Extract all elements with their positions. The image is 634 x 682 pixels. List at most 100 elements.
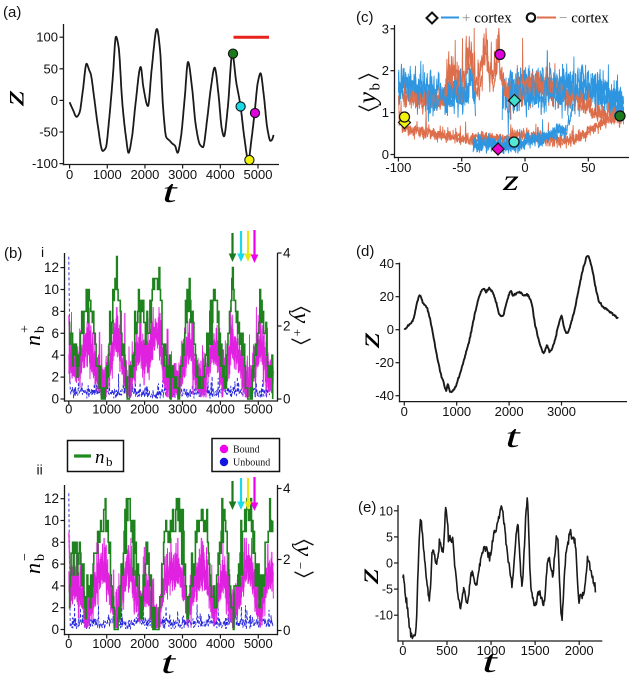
svg-text:-5: -5 xyxy=(382,583,393,597)
svg-text:z: z xyxy=(351,568,385,585)
svg-text:1000: 1000 xyxy=(442,404,471,419)
svg-text:(c): (c) xyxy=(356,9,374,26)
svg-text:4: 4 xyxy=(283,481,291,496)
svg-text:5: 5 xyxy=(386,530,393,544)
svg-text:4: 4 xyxy=(51,578,59,593)
svg-text:3000: 3000 xyxy=(547,404,576,419)
svg-text:3000: 3000 xyxy=(168,402,197,417)
svg-text:2: 2 xyxy=(51,600,59,615)
svg-text:2000: 2000 xyxy=(130,636,159,651)
svg-text:t: t xyxy=(505,419,521,454)
svg-text:3: 3 xyxy=(382,21,389,36)
svg-text:2000: 2000 xyxy=(565,643,594,658)
svg-text:n: n xyxy=(20,563,45,574)
svg-text:Bound: Bound xyxy=(233,445,260,456)
svg-text:0: 0 xyxy=(66,167,73,182)
svg-text:y: y xyxy=(288,311,314,324)
svg-text:z: z xyxy=(502,163,519,197)
svg-text:0: 0 xyxy=(399,643,406,658)
svg-text:ii: ii xyxy=(37,462,43,478)
svg-text:6: 6 xyxy=(51,326,59,341)
svg-text:10: 10 xyxy=(379,504,393,518)
svg-text:12: 12 xyxy=(44,491,59,506)
svg-text:5000: 5000 xyxy=(244,167,273,182)
svg-text:t: t xyxy=(161,645,177,677)
svg-text:12: 12 xyxy=(44,260,59,275)
svg-text:5000: 5000 xyxy=(244,402,273,417)
svg-text:-100: -100 xyxy=(32,156,58,171)
svg-text:-100: -100 xyxy=(385,160,411,175)
svg-text:1000: 1000 xyxy=(92,402,121,417)
svg-text:1500: 1500 xyxy=(521,643,550,658)
svg-text:t: t xyxy=(482,644,498,677)
svg-text:0: 0 xyxy=(382,147,389,162)
svg-text:−: − xyxy=(293,562,308,569)
svg-text:− cortex: − cortex xyxy=(559,11,609,27)
svg-text:(d): (d) xyxy=(356,243,374,260)
svg-text:500: 500 xyxy=(436,643,458,658)
svg-text:2: 2 xyxy=(51,370,59,385)
svg-text:0: 0 xyxy=(65,402,72,417)
svg-text:−: − xyxy=(18,553,33,561)
svg-text:2: 2 xyxy=(382,63,389,78)
svg-text:2000: 2000 xyxy=(495,404,524,419)
svg-text:1000: 1000 xyxy=(93,167,122,182)
svg-text:40: 40 xyxy=(380,256,394,271)
svg-text:+ cortex: + cortex xyxy=(462,11,512,27)
svg-text:n: n xyxy=(95,447,105,468)
svg-text:10: 10 xyxy=(44,513,59,528)
svg-text:0: 0 xyxy=(283,392,291,407)
svg-text:z: z xyxy=(352,332,386,349)
svg-text:1000: 1000 xyxy=(92,636,121,651)
svg-text:-40: -40 xyxy=(375,388,394,403)
svg-text:3000: 3000 xyxy=(168,636,197,651)
svg-text:b: b xyxy=(33,326,48,333)
svg-text:-20: -20 xyxy=(375,355,394,370)
svg-text:4: 4 xyxy=(51,348,59,363)
svg-text:4: 4 xyxy=(283,246,291,261)
svg-text:0: 0 xyxy=(51,622,59,637)
svg-text:y: y xyxy=(353,92,382,107)
svg-text:6: 6 xyxy=(51,557,59,572)
svg-text:0: 0 xyxy=(387,322,394,337)
svg-text:5000: 5000 xyxy=(244,636,273,651)
svg-text:100: 100 xyxy=(36,30,58,45)
svg-text:i: i xyxy=(41,244,44,260)
svg-text:n: n xyxy=(20,335,45,346)
svg-text:1000: 1000 xyxy=(477,643,506,658)
svg-text:0: 0 xyxy=(283,623,291,638)
svg-text:0: 0 xyxy=(521,160,528,175)
svg-text:(e): (e) xyxy=(358,499,376,516)
svg-text:4000: 4000 xyxy=(206,402,235,417)
svg-text:4000: 4000 xyxy=(206,636,235,651)
svg-text:(a): (a) xyxy=(3,4,21,21)
svg-text:4000: 4000 xyxy=(206,167,235,182)
svg-text:2000: 2000 xyxy=(130,167,159,182)
svg-text:2: 2 xyxy=(283,319,291,334)
svg-text:8: 8 xyxy=(51,304,59,319)
svg-text:b: b xyxy=(33,554,48,561)
svg-text:+: + xyxy=(290,329,305,336)
svg-text:3000: 3000 xyxy=(168,167,197,182)
svg-text:50: 50 xyxy=(581,160,595,175)
svg-text:1: 1 xyxy=(382,105,389,120)
svg-text:0: 0 xyxy=(51,392,59,407)
svg-text:8: 8 xyxy=(51,535,59,550)
svg-text:20: 20 xyxy=(380,289,394,304)
svg-text:0: 0 xyxy=(386,557,393,571)
svg-text:0: 0 xyxy=(65,636,72,651)
svg-text:b: b xyxy=(106,454,113,469)
svg-text:b: b xyxy=(368,83,384,91)
svg-text:10: 10 xyxy=(44,282,59,297)
svg-text:+: + xyxy=(18,325,33,333)
svg-text:0: 0 xyxy=(401,404,408,419)
svg-text:Unbound: Unbound xyxy=(233,458,270,469)
svg-text:2000: 2000 xyxy=(130,402,159,417)
svg-text:-50: -50 xyxy=(39,125,58,140)
svg-text:y: y xyxy=(291,544,317,557)
svg-text:0: 0 xyxy=(51,93,58,108)
svg-text:t: t xyxy=(162,174,178,209)
svg-text:-50: -50 xyxy=(452,160,471,175)
svg-text:(b): (b) xyxy=(4,245,22,262)
svg-text:-10: -10 xyxy=(375,609,393,623)
